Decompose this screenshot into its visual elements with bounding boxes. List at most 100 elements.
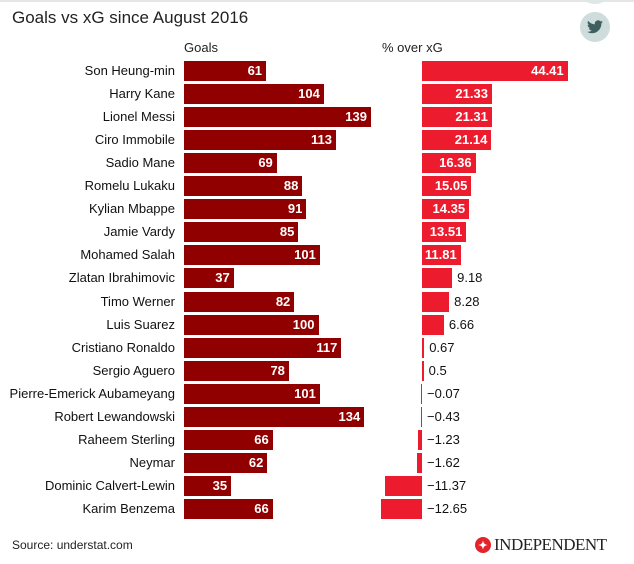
goals-label: 100 <box>292 316 315 332</box>
goals-header: Goals <box>184 40 218 55</box>
xg-label: −11.37 <box>427 477 467 493</box>
goals-label: 66 <box>254 431 269 447</box>
chart-title: Goals vs xG since August 2016 <box>12 8 249 27</box>
xg-bar <box>422 107 492 128</box>
xg-label: 15.05 <box>434 178 468 194</box>
goals-bar <box>184 475 232 496</box>
player-name: Raheem Sterling <box>78 431 175 447</box>
xg-label: 6.66 <box>448 316 475 332</box>
goals-label: 66 <box>254 500 269 516</box>
goals-bar <box>184 406 365 427</box>
xg-bar <box>422 130 492 151</box>
player-name: Neymar <box>129 454 175 470</box>
xg-label: 44.41 <box>531 63 564 78</box>
goals-bar <box>184 452 268 473</box>
goals-label: 139 <box>345 109 367 125</box>
goals-bar <box>184 337 342 358</box>
player-name: Sadio Mane <box>105 155 175 171</box>
player-name: Sergio Aguero <box>92 362 175 378</box>
goals-bar <box>184 314 319 335</box>
twitter-share-button[interactable] <box>580 12 610 42</box>
xg-bar <box>422 153 476 174</box>
xg-label: −0.43 <box>427 408 460 424</box>
xg-bar <box>422 337 425 358</box>
xg-bar <box>384 475 422 496</box>
player-name: Jamie Vardy <box>103 224 175 240</box>
player-name: Dominic Calvert-Lewin <box>44 477 175 493</box>
xg-bar <box>421 383 422 404</box>
xg-label: −12.65 <box>427 500 468 516</box>
player-name: Kylian Mbappe <box>89 201 175 217</box>
goals-bar <box>184 222 299 243</box>
goals-bar <box>184 130 336 151</box>
xg-bar <box>417 429 422 450</box>
goals-label: 91 <box>287 201 303 217</box>
goals-bar <box>184 429 273 450</box>
xg-label: −1.23 <box>427 431 460 447</box>
goals-bar <box>184 360 289 381</box>
xg-label: 9.18 <box>457 270 483 286</box>
goals-label: 134 <box>338 408 361 424</box>
player-name: Timo Werner <box>100 293 175 309</box>
xg-header: % over xG <box>382 40 443 55</box>
goals-label: 88 <box>283 178 299 194</box>
xg-bar <box>416 452 422 473</box>
xg-label: −1.62 <box>427 454 460 470</box>
share-button[interactable] <box>582 0 608 4</box>
xg-label: 21.33 <box>455 86 488 102</box>
player-name: Zlatan Ibrahimovic <box>68 270 175 286</box>
goals-bar <box>184 268 234 289</box>
goals-bar <box>184 383 320 404</box>
player-name: Son Heung-min <box>84 63 175 78</box>
xg-label: 21.14 <box>454 132 488 148</box>
player-name: Luis Suarez <box>106 316 175 332</box>
goals-label: 35 <box>212 477 228 493</box>
player-name: Cristiano Ronaldo <box>71 339 175 355</box>
goals-bar <box>184 245 320 266</box>
xg-label: −0.07 <box>427 385 460 401</box>
goals-bar <box>184 199 307 220</box>
brand-name: INDEPENDENT <box>494 535 607 554</box>
goals-label: 82 <box>275 293 291 309</box>
xg-bar <box>422 268 453 289</box>
xg-bar <box>422 176 472 197</box>
goals-bar <box>184 498 273 519</box>
goals-label: 113 <box>311 132 332 148</box>
xg-label: 14.35 <box>432 201 466 217</box>
player-name: Robert Lewandowski <box>54 408 175 424</box>
xg-bar <box>422 314 444 335</box>
goals-label: 61 <box>247 63 263 78</box>
divider <box>0 0 634 2</box>
goals-label: 69 <box>258 155 273 171</box>
player-name: Harry Kane <box>109 86 175 102</box>
xg-label: 16.36 <box>439 155 472 171</box>
goals-bar <box>184 107 371 128</box>
player-name: Mohamed Salah <box>80 247 175 263</box>
xg-label: 13.51 <box>429 224 463 240</box>
goals-bar <box>184 291 295 312</box>
eagle-icon: ✦ <box>475 537 491 553</box>
xg-bar <box>422 61 568 81</box>
xg-label: 11.81 <box>424 247 457 263</box>
goals-bar <box>184 84 324 105</box>
goals-label: 101 <box>294 247 316 263</box>
xg-bar <box>422 84 492 105</box>
xg-label: 0.67 <box>429 339 455 355</box>
goals-label: 85 <box>279 224 295 240</box>
xg-label: 0.5 <box>428 362 447 378</box>
xg-bar <box>422 360 424 381</box>
player-name: Ciro Immobile <box>94 132 175 148</box>
goals-label: 37 <box>215 270 230 286</box>
xg-bar <box>422 199 470 220</box>
source-note: Source: understat.com <box>12 538 133 552</box>
goals-label: 117 <box>316 339 338 355</box>
xg-bar <box>422 222 467 243</box>
player-name: Pierre-Emerick Aubameyang <box>9 385 175 401</box>
xg-label: 8.28 <box>454 293 480 309</box>
goals-label: 101 <box>294 385 316 401</box>
goals-label: 78 <box>270 362 285 378</box>
xg-bar <box>420 406 422 427</box>
xg-label: 21.31 <box>455 109 488 125</box>
goals-label: 104 <box>298 86 320 102</box>
